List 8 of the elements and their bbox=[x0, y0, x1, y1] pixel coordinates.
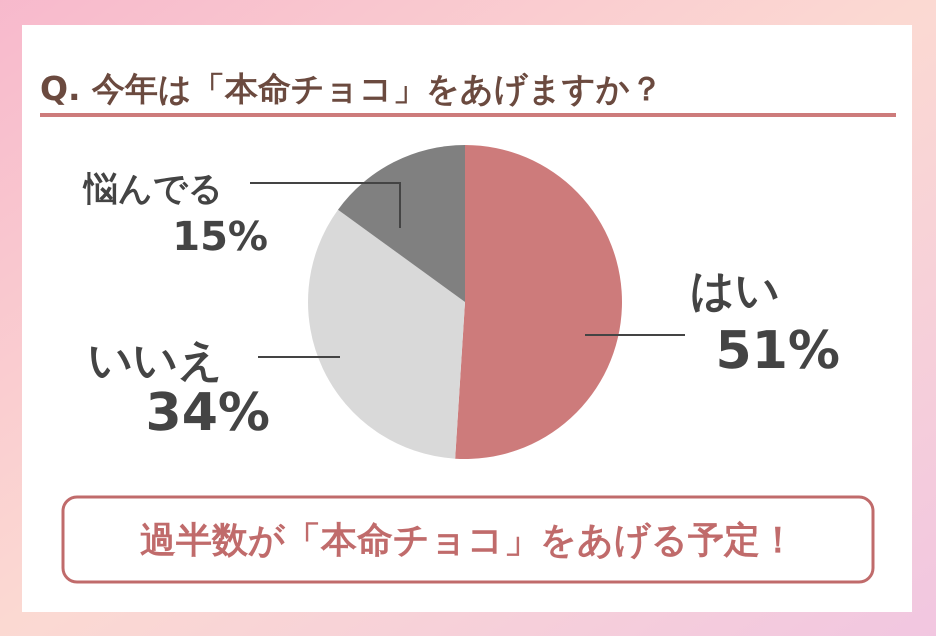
text: 過半数が「本命チョコ」をあげる予定！ bbox=[140, 520, 796, 561]
slice-label: 悩んでる bbox=[82, 169, 223, 209]
data-label: 51% bbox=[716, 321, 840, 381]
slice-label: はい bbox=[690, 265, 780, 316]
data-label: 34% bbox=[146, 383, 270, 443]
data-label: 15% bbox=[172, 214, 268, 260]
chart-title: Q. 今年は「本命チョコ」をあげますか？ bbox=[40, 69, 664, 108]
slice-label: いいえ bbox=[88, 335, 223, 386]
